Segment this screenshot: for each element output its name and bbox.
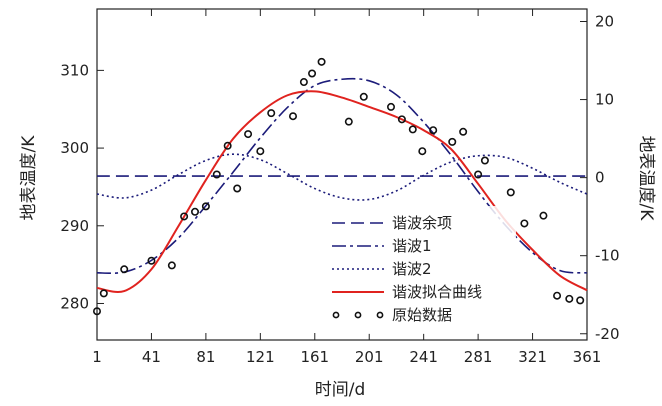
data-point-marker — [212, 170, 221, 179]
data-point-marker — [201, 202, 210, 211]
x-tick-label: 41 — [142, 348, 161, 366]
y-left-tick-label: 300 — [60, 139, 89, 157]
data-point-marker — [99, 289, 108, 298]
legend-marker-data-2 — [354, 311, 362, 319]
x-tick-label: 201 — [355, 348, 384, 366]
data-point-marker — [317, 57, 326, 66]
data-point-marker — [553, 291, 562, 300]
data-point-marker — [480, 156, 489, 165]
data-point-marker — [448, 137, 457, 146]
data-point-marker — [520, 219, 529, 228]
x-tick-label: 281 — [464, 348, 493, 366]
ticks-layer: 1 41 81 121 161 201 241 281 321 361 280 290 300 310 -2… — [60, 9, 620, 366]
x-tick-label: 321 — [518, 348, 547, 366]
data-point-marker — [191, 207, 200, 216]
data-point-marker — [244, 130, 253, 139]
data-point-marker — [93, 307, 102, 316]
data-point-marker — [359, 92, 368, 101]
legend: 谐波余项 谐波1 谐波2 谐波拟合曲线 原始数据 — [326, 206, 516, 334]
legend-label-fit: 谐波拟合曲线 — [392, 283, 482, 301]
data-point-marker — [429, 126, 438, 135]
y-right-tick-label: -20 — [595, 325, 620, 343]
x-tick-label: 81 — [196, 348, 215, 366]
y-left-tick-label: 310 — [60, 61, 89, 79]
x-tick-label: 241 — [409, 348, 438, 366]
legend-marker-data-1 — [332, 311, 340, 319]
x-tick-label: 361 — [573, 348, 602, 366]
plot-frame — [96, 8, 588, 341]
y-right-tick-label: 20 — [595, 12, 614, 30]
data-point-marker — [233, 184, 242, 193]
x-tick-label: 121 — [246, 348, 275, 366]
data-point-marker — [267, 109, 276, 118]
data-point-marker — [288, 112, 297, 121]
data-point-marker — [344, 117, 353, 126]
data-point-marker — [256, 147, 265, 156]
x-tick-label: 1 — [92, 348, 102, 366]
data-point-marker — [397, 115, 406, 124]
legend-label-data: 原始数据 — [392, 306, 452, 324]
data-point-marker — [506, 188, 515, 197]
data-point-marker — [167, 261, 176, 270]
data-point-marker — [474, 170, 483, 179]
data-point-marker — [180, 212, 189, 221]
y-right-tick-label: 10 — [595, 91, 614, 109]
data-point-marker — [120, 265, 129, 274]
data-point-marker — [418, 147, 427, 156]
data-point-marker — [147, 256, 156, 265]
y-right-tick-label: -10 — [595, 247, 620, 265]
legend-label-harmonic1: 谐波1 — [392, 237, 432, 255]
x-tick-label: 161 — [300, 348, 329, 366]
y-right-tick-label: 0 — [595, 169, 605, 187]
x-axis-title: 时间/d — [315, 380, 366, 400]
legend-label-harmonic2: 谐波2 — [392, 260, 432, 278]
y-axis-title-right: 地表温度/K — [636, 136, 656, 222]
data-point-marker — [408, 125, 417, 134]
data-point-marker — [459, 127, 468, 136]
data-point-marker — [386, 102, 395, 111]
data-point-marker — [539, 211, 548, 220]
legend-marker-data-3 — [376, 311, 384, 319]
data-point-marker — [223, 141, 232, 150]
data-point-marker — [576, 296, 585, 305]
y-left-tick-label: 290 — [60, 217, 89, 235]
data-point-marker — [299, 78, 308, 87]
data-point-marker — [565, 294, 574, 303]
y-axis-title-left: 地表温度/K — [19, 135, 39, 221]
legend-label-residual: 谐波余项 — [392, 214, 452, 232]
y-left-tick-label: 280 — [60, 294, 89, 312]
data-point-marker — [308, 69, 317, 78]
